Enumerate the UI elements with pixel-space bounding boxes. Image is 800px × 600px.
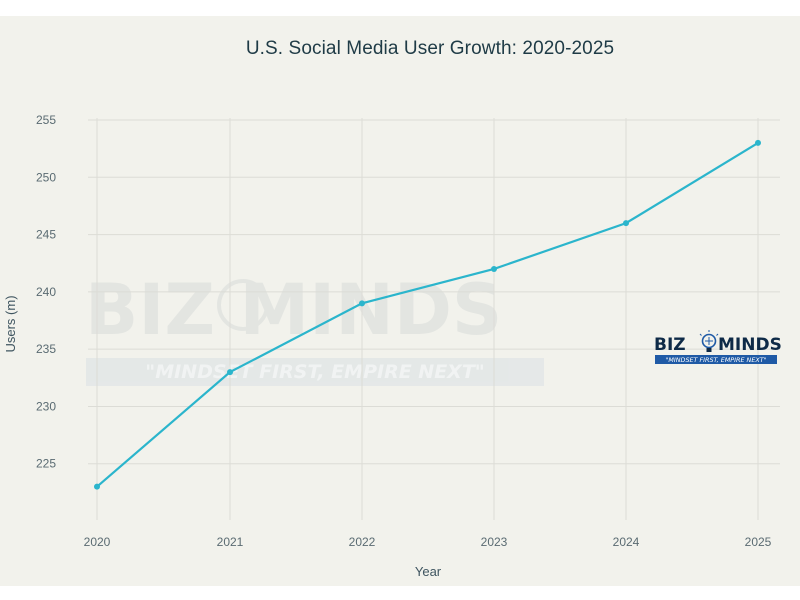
x-tick-label: 2024 [613,535,640,549]
logo-text-right: MINDS [718,335,782,355]
y-tick-label: 230 [36,399,56,413]
x-tick-label: 2020 [84,535,111,549]
y-axis: 225 230 235 240 245 250 255 [36,113,56,471]
chart-panel [0,16,800,586]
x-axis: 2020 2021 2022 2023 2024 2025 [84,535,772,549]
y-tick-label: 255 [36,113,56,127]
x-tick-label: 2023 [481,535,508,549]
watermark-tagline: "MINDSET FIRST, EMPIRE NEXT" [145,361,484,383]
y-tick-label: 225 [36,457,56,471]
watermark-name: BIZ MINDS [85,269,502,351]
data-point-2022 [359,300,365,307]
x-tick-label: 2022 [349,535,376,549]
x-tick-label: 2025 [745,535,772,549]
data-point-2023 [491,265,497,272]
watermark: BIZ MINDS [85,269,544,386]
logo-text-left: BIZ [654,335,686,355]
y-tick-label: 245 [36,228,56,242]
y-tick-label: 235 [36,342,56,356]
lightbulb-icon [699,330,719,352]
x-axis-title: Year [415,564,442,579]
x-tick-label: 2021 [217,535,244,549]
watermark-bulb-icon [217,279,269,331]
y-axis-title: Users (m) [3,295,18,352]
grid [88,118,780,520]
data-point-2020 [94,483,100,490]
y-tick-label: 250 [36,170,56,184]
data-point-2025 [755,139,761,146]
data-point-2024 [623,220,629,227]
chart-title: U.S. Social Media User Growth: 2020-2025 [245,38,615,59]
logo-tagline: "MINDSET FIRST, EMPIRE NEXT" [665,356,766,364]
watermark-band [86,358,544,386]
series-line [96,141,759,488]
y-tick-label: 240 [36,285,56,299]
brand-logo: BIZ MINDS "MINDSET FIRST, EMPIRE NEXT" [654,330,782,364]
data-point-2021 [227,369,233,376]
logo-tagline-band [655,355,777,364]
series-points [94,139,761,490]
